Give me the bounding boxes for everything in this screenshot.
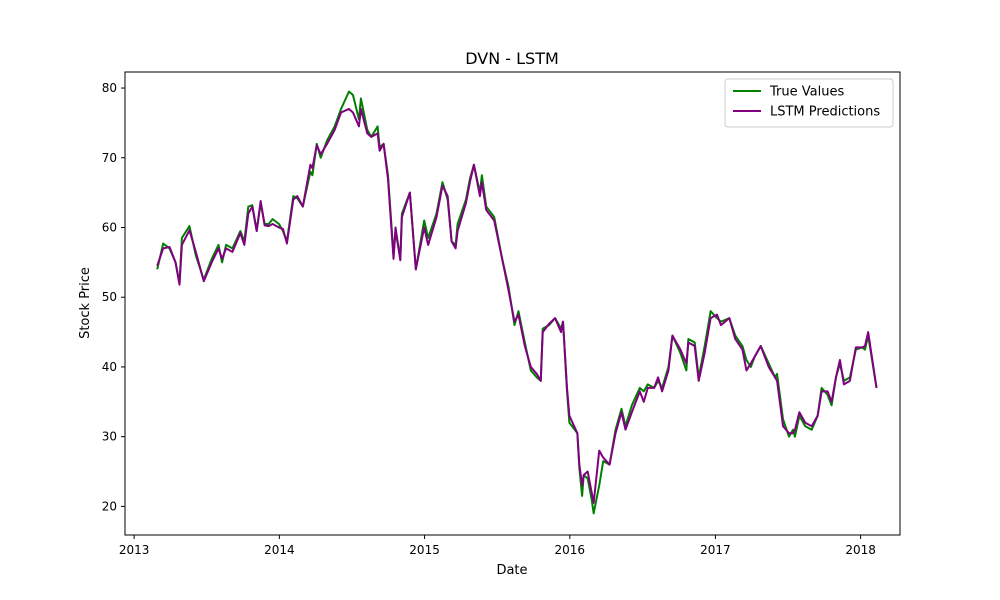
legend-label-lstm-predictions: LSTM Predictions [770, 105, 880, 120]
x-tick-label: 2016 [555, 543, 586, 557]
x-axis: 2013 2014 2015 2016 2017 2018 [119, 535, 876, 557]
x-axis-label: Date [496, 563, 527, 578]
y-tick-label: 60 [102, 220, 117, 234]
y-tick-label: 20 [102, 499, 117, 513]
x-tick-label: 2013 [119, 543, 150, 557]
series-points-lstm-predictions [157, 108, 877, 503]
y-tick-label: 50 [102, 290, 117, 304]
plot-area-frame [124, 71, 901, 536]
y-tick-label: 40 [102, 360, 117, 374]
y-tick-label: 70 [102, 151, 117, 165]
series-layer [156, 90, 878, 515]
x-tick-label: 2015 [409, 543, 440, 557]
x-tick-label: 2014 [264, 543, 295, 557]
y-tick-label: 80 [102, 81, 117, 95]
legend-box [724, 78, 894, 128]
y-tick-label: 30 [102, 430, 117, 444]
y-axis-label: Stock Price [78, 267, 93, 339]
legend-label-true-values: True Values [769, 85, 844, 100]
x-tick-label: 2017 [700, 543, 731, 557]
x-tick-label: 2018 [845, 543, 876, 557]
chart-title: DVN - LSTM [465, 49, 559, 68]
legend: True Values LSTM Predictions [724, 78, 894, 128]
y-axis: 20 30 40 50 60 70 80 [102, 81, 125, 513]
